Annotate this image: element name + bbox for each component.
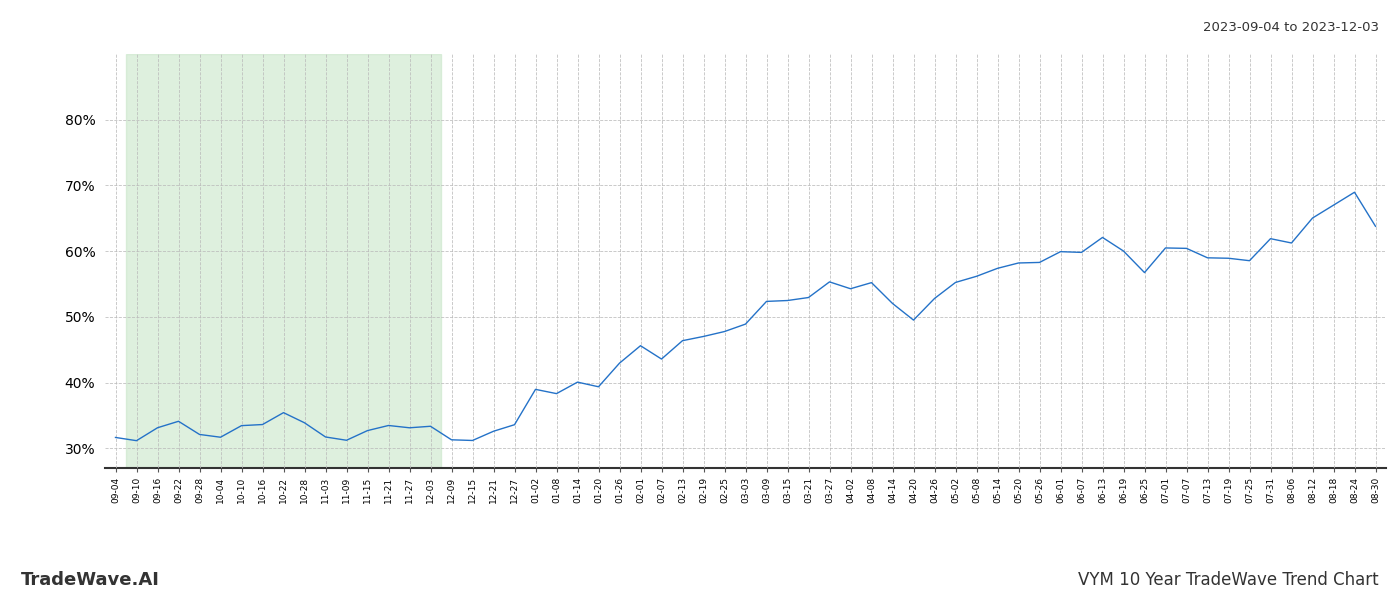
Text: VYM 10 Year TradeWave Trend Chart: VYM 10 Year TradeWave Trend Chart — [1078, 571, 1379, 589]
Text: 2023-09-04 to 2023-12-03: 2023-09-04 to 2023-12-03 — [1203, 21, 1379, 34]
Text: TradeWave.AI: TradeWave.AI — [21, 571, 160, 589]
Bar — [126, 54, 441, 468]
